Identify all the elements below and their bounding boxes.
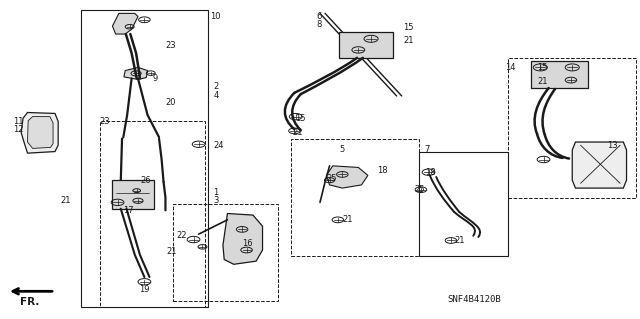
Text: 14: 14 <box>505 63 516 72</box>
Text: 4: 4 <box>213 92 219 100</box>
Text: 6: 6 <box>317 12 322 21</box>
Text: 8: 8 <box>317 20 322 29</box>
Bar <box>291 139 419 256</box>
Text: 21: 21 <box>454 236 465 245</box>
Text: FR.: FR. <box>20 297 39 307</box>
Polygon shape <box>28 117 53 148</box>
Text: 5: 5 <box>339 145 344 154</box>
Polygon shape <box>326 166 368 188</box>
Text: 21: 21 <box>167 247 177 256</box>
Text: 21: 21 <box>342 215 353 224</box>
Text: 18: 18 <box>378 166 388 175</box>
Text: 23: 23 <box>166 41 176 50</box>
Bar <box>173 204 278 301</box>
Bar <box>419 152 508 256</box>
Text: 18: 18 <box>425 168 435 177</box>
Bar <box>100 122 205 307</box>
Text: 21: 21 <box>292 128 303 137</box>
Bar <box>508 58 636 197</box>
Bar <box>81 10 208 307</box>
Text: 13: 13 <box>607 141 618 150</box>
Text: 15: 15 <box>537 63 548 72</box>
Text: 20: 20 <box>166 98 176 107</box>
Text: 19: 19 <box>140 285 150 294</box>
Polygon shape <box>113 13 138 34</box>
Text: 7: 7 <box>425 145 430 154</box>
Text: 11: 11 <box>13 117 24 126</box>
Bar <box>531 61 588 88</box>
Polygon shape <box>124 67 148 79</box>
Text: 21: 21 <box>537 77 548 86</box>
Text: 10: 10 <box>210 12 221 21</box>
Polygon shape <box>223 213 262 264</box>
Text: 26: 26 <box>140 176 150 185</box>
Polygon shape <box>572 142 627 188</box>
Text: 21: 21 <box>60 196 70 205</box>
Text: 22: 22 <box>176 231 187 240</box>
Text: 12: 12 <box>13 125 24 134</box>
Bar <box>113 180 154 209</box>
Text: 25: 25 <box>326 174 337 183</box>
Text: 21: 21 <box>403 36 413 45</box>
Text: 16: 16 <box>242 239 253 248</box>
Text: 2: 2 <box>213 82 219 91</box>
Text: 3: 3 <box>213 196 219 205</box>
Text: 24: 24 <box>213 141 224 150</box>
Text: 17: 17 <box>124 206 134 215</box>
Bar <box>339 33 394 58</box>
Text: 1: 1 <box>213 188 219 197</box>
Text: 23: 23 <box>100 117 110 126</box>
Polygon shape <box>21 113 58 153</box>
Text: SNF4B4120B: SNF4B4120B <box>448 295 502 304</box>
Text: 15: 15 <box>403 23 413 32</box>
Text: 25: 25 <box>415 185 425 194</box>
Text: 9: 9 <box>153 74 158 83</box>
Text: 15: 15 <box>295 114 305 123</box>
